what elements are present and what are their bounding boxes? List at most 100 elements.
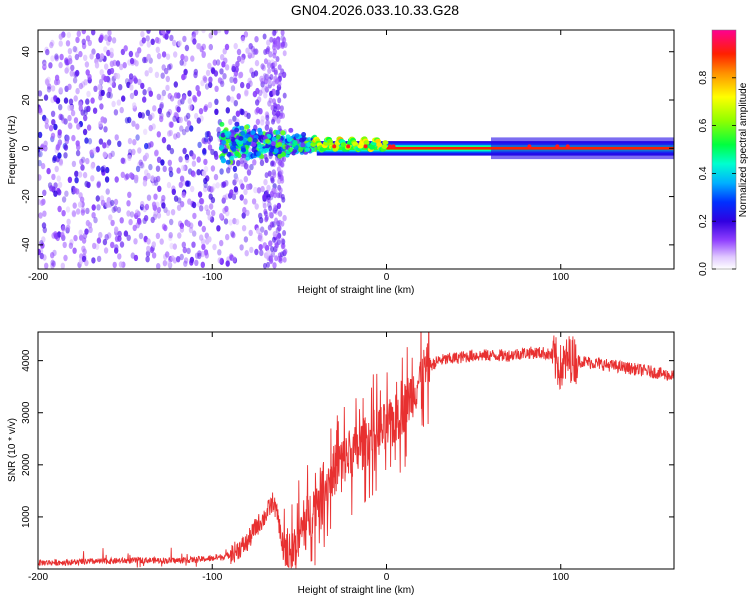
signal-blob [277,149,283,155]
noise-blob [275,89,280,96]
noise-blob [248,229,253,237]
noise-blob [38,174,42,181]
noise-blob [277,173,282,180]
noise-blob [86,90,91,98]
noise-blob [92,107,98,114]
noise-blob [258,108,263,115]
noise-blob [144,70,149,77]
noise-blob [161,51,167,58]
noise-blob [146,53,151,61]
noise-blob [213,173,219,181]
noise-blob [134,174,139,182]
noise-blob [273,39,278,46]
signal-blob [292,140,298,146]
noise-blob [57,129,62,136]
noise-blob [231,193,237,200]
noise-blob [51,232,56,239]
noise-blob [277,125,282,132]
noise-blob [129,172,134,179]
noise-blob [73,117,79,124]
noise-blob [40,162,46,170]
noise-blob [138,159,143,166]
noise-blob [257,234,262,242]
x-tick-label: 100 [552,572,569,583]
noise-blob [204,204,209,211]
noise-blob [67,48,73,55]
noise-blob [133,254,139,262]
noise-blob [134,60,139,67]
noise-blob [186,120,192,127]
noise-blob [267,170,272,177]
noise-blob [38,90,43,97]
noise-blob [197,191,203,198]
noise-blob [207,62,212,69]
noise-blob [197,220,203,227]
noise-blob [224,193,230,200]
noise-blob [260,185,265,193]
noise-blob [255,227,261,234]
noise-blob [65,206,71,213]
noise-blob [274,255,279,262]
noise-blob [48,125,54,132]
noise-blob [229,76,234,84]
noise-blob [38,248,41,256]
signal-blob [252,138,258,143]
noise-blob [98,94,103,101]
signal-blob [220,132,226,138]
noise-blob [283,248,288,255]
noise-blob [67,176,73,183]
noise-blob [264,157,269,163]
noise-blob [176,256,181,263]
noise-blob [105,188,110,195]
noise-blob [127,154,132,161]
noise-blob [118,261,124,268]
noise-blob [135,123,140,130]
noise-blob [193,71,198,79]
noise-blob [156,263,161,269]
noise-blob [200,250,205,258]
noise-blob [155,46,160,53]
noise-blob [262,193,267,201]
noise-blob [42,189,47,196]
noise-blob [53,182,58,189]
noise-blob [280,220,285,227]
noise-blob [165,84,170,92]
y-tick-label: 2000 [21,453,32,476]
noise-blob [267,224,272,231]
noise-blob [170,209,176,216]
noise-blob [61,225,66,232]
noise-blob [254,203,259,210]
tone-segment [340,142,347,148]
noise-blob [187,97,192,105]
noise-blob [235,110,241,117]
noise-blob [165,53,171,60]
noise-blob [74,170,79,177]
noise-blob [181,94,187,101]
noise-blob [140,200,145,208]
noise-blob [77,201,83,208]
noise-blob [81,30,86,35]
noise-blob [265,114,270,121]
noise-blob [153,193,158,200]
noise-blob [142,56,147,64]
noise-blob [133,238,138,245]
noise-blob [244,88,249,96]
noise-blob [204,252,209,259]
noise-blob [247,52,252,59]
noise-blob [38,131,43,139]
noise-blob [114,226,119,233]
y-tick-label: 3000 [21,401,32,424]
noise-blob [273,204,278,211]
noise-blob [151,252,157,259]
noise-blob [212,59,217,66]
noise-blob [260,63,265,70]
noise-blob [182,147,187,155]
noise-blob [262,242,267,249]
noise-blob [83,79,88,86]
noise-blob [198,108,204,115]
noise-blob [219,213,224,220]
signal-blob [269,147,274,153]
noise-blob [264,216,269,223]
noise-blob [50,252,55,259]
